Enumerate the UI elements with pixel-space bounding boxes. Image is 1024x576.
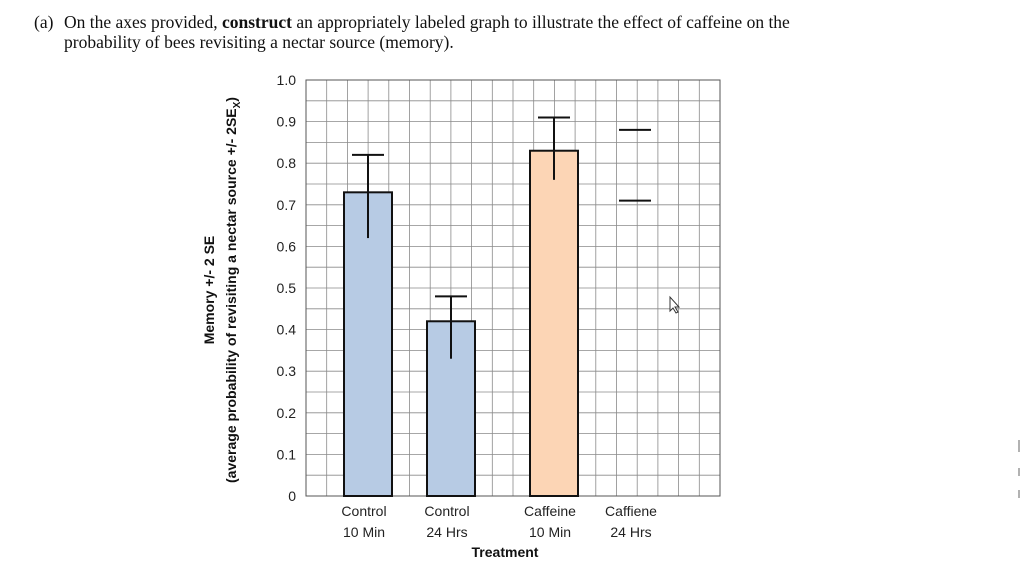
x-axis-label: Treatment [472, 544, 539, 560]
y-tick-labels: 0 0.1 0.2 0.3 0.4 0.5 0.6 0.7 0.8 0.9 1.0 [277, 72, 297, 504]
x-tick-label: Control [341, 503, 386, 519]
edge-artifact [1018, 440, 1020, 498]
question-text: (a) On the axes provided, construct an ap… [34, 12, 934, 52]
chart-error-bars [352, 116, 651, 359]
bar [343, 191, 393, 497]
x-tick-label: 10 Min [529, 524, 571, 540]
x-tick-label: 10 Min [343, 524, 385, 540]
y-tick-label: 0.5 [277, 280, 297, 296]
bar [529, 149, 579, 497]
x-tick-label: Control [424, 503, 469, 519]
y-tick-label: 0.4 [277, 322, 297, 338]
y-axis-label-subscript: X [232, 101, 243, 108]
y-axis-label: Memory +/- 2 SE (average probability of … [201, 97, 243, 483]
y-axis-label-line2: (average probability of revisiting a nec… [223, 97, 243, 483]
y-axis-label-line1: Memory +/- 2 SE [201, 236, 217, 345]
y-tick-label: 0 [288, 488, 296, 504]
y-tick-label: 0.9 [277, 114, 297, 130]
question-label: (a) [34, 12, 54, 32]
plot-frame [305, 79, 721, 497]
y-tick-label: 0.6 [277, 238, 297, 254]
y-tick-label: 0.3 [277, 363, 297, 379]
question-text-start: On the axes provided, [64, 12, 222, 32]
y-tick-label: 1.0 [277, 72, 297, 88]
chart-bars [343, 149, 579, 497]
y-axis-label-close: ) [223, 97, 239, 102]
question-text-line2: probability of bees revisiting a nectar … [64, 32, 454, 52]
y-axis-label-main: (average probability of revisiting a nec… [223, 108, 239, 483]
x-tick-label: Caffeine [524, 503, 576, 519]
y-tick-label: 0.8 [277, 155, 297, 171]
x-tick-labels: Control 10 Min Control 24 Hrs Caffeine 10 Min… [341, 503, 657, 540]
y-tick-label: 0.2 [277, 405, 297, 421]
mouse-cursor-icon [669, 295, 681, 314]
question-keyword: construct [221, 12, 292, 32]
x-tick-label: 24 Hrs [426, 524, 467, 540]
x-tick-label: 24 Hrs [610, 524, 651, 540]
y-tick-label: 0.7 [277, 197, 297, 213]
x-tick-label: Caffiene [605, 503, 657, 519]
y-tick-label: 0.1 [277, 446, 297, 462]
question-text-rest: an appropriately labeled graph to illust… [291, 12, 790, 32]
